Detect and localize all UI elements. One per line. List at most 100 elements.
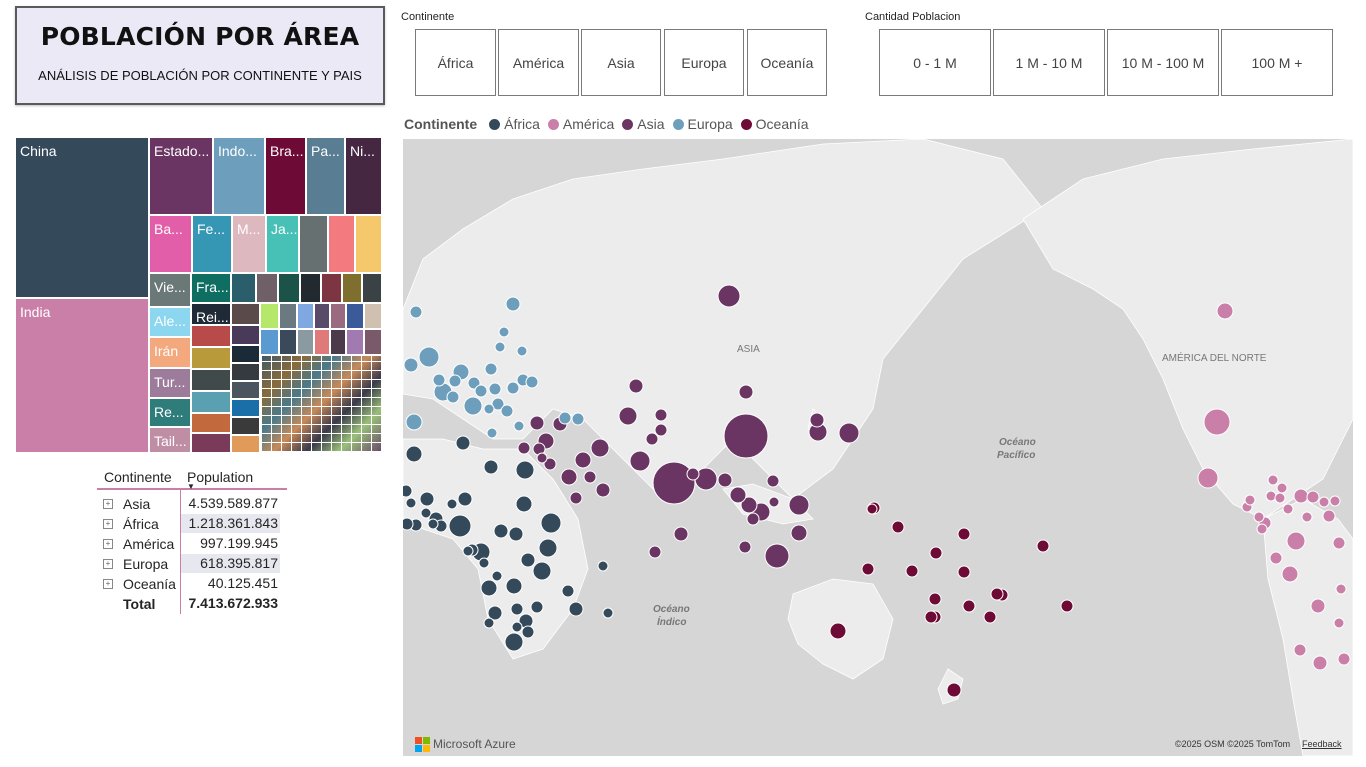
slicer-option-100m-plus[interactable]: 100 M + (1221, 29, 1333, 96)
treemap-tile[interactable] (260, 329, 279, 355)
map-bubble[interactable] (405, 497, 417, 509)
treemap-tile[interactable] (321, 273, 342, 303)
map-bubble[interactable] (645, 432, 659, 446)
map-bubble[interactable] (571, 412, 585, 426)
map-bubble[interactable] (1335, 583, 1347, 595)
map-bubble[interactable] (505, 296, 521, 312)
map-bubble[interactable] (928, 592, 942, 606)
map-bubble[interactable] (488, 382, 502, 396)
treemap-tile[interactable] (362, 273, 382, 303)
map-bubble[interactable] (529, 415, 545, 431)
map-bubble[interactable] (983, 610, 997, 624)
slicer-option-europa[interactable]: Europa (664, 29, 744, 96)
map-bubble[interactable] (746, 512, 760, 526)
map-bubble[interactable] (1267, 474, 1279, 486)
map-bubble[interactable] (516, 345, 528, 357)
treemap-tile[interactable] (278, 273, 300, 303)
legend-item-europa[interactable]: Europa (687, 116, 733, 132)
map-bubble[interactable] (1269, 551, 1283, 565)
map-bubble[interactable] (905, 564, 919, 578)
treemap-tile[interactable] (330, 303, 346, 329)
treemap-tile[interactable] (191, 433, 231, 453)
treemap-tile-indonesia[interactable]: Indo... (213, 137, 265, 215)
map-bubble[interactable] (1301, 511, 1313, 523)
slicer-option-10m-100m[interactable]: 10 M - 100 M (1107, 29, 1219, 96)
treemap-tile-republica[interactable]: Re... (149, 398, 191, 427)
treemap-tile[interactable] (300, 273, 321, 303)
map-bubble[interactable] (595, 482, 611, 498)
map-bubble[interactable] (419, 491, 435, 507)
map-bubble[interactable] (686, 467, 700, 481)
map-bubble[interactable] (420, 507, 432, 519)
treemap-tile[interactable] (342, 273, 362, 303)
map-bubble[interactable] (491, 570, 503, 582)
map-bubble[interactable] (483, 403, 495, 415)
map-bubble[interactable] (515, 460, 535, 480)
map-bubble[interactable] (729, 486, 747, 504)
treemap-tile[interactable] (231, 417, 260, 435)
treemap-tile[interactable] (191, 369, 231, 391)
map-bubble[interactable] (525, 375, 539, 389)
map-bubble[interactable] (505, 577, 523, 595)
treemap-tile[interactable] (346, 329, 364, 355)
treemap-tile-mexico[interactable]: M... (232, 215, 266, 273)
map-bubble[interactable] (929, 546, 943, 560)
treemap-tile[interactable] (231, 363, 260, 381)
map-bubble[interactable] (648, 545, 662, 559)
map-bubble[interactable] (520, 552, 536, 568)
map-bubble[interactable] (508, 526, 524, 542)
map-bubble[interactable] (457, 491, 473, 507)
treemap-tile[interactable] (355, 215, 382, 273)
map-bubble[interactable] (532, 561, 552, 581)
treemap-tile[interactable] (231, 381, 260, 399)
map-bubble[interactable] (480, 579, 498, 597)
map-bubble[interactable] (1333, 617, 1345, 629)
map-bubble[interactable] (1318, 496, 1330, 508)
map-bubble[interactable] (543, 457, 557, 471)
treemap-tile-india[interactable]: India (15, 298, 149, 453)
map-bubble[interactable] (483, 617, 495, 629)
map-bubble[interactable] (448, 374, 462, 388)
map-bubble[interactable] (405, 413, 423, 431)
treemap-tile-vietnam[interactable]: Vie... (149, 273, 191, 307)
map-bubble[interactable] (568, 601, 584, 617)
slicer-option-oceania[interactable]: Oceanía (747, 29, 827, 96)
map-bubble[interactable] (409, 305, 423, 319)
map-bubble[interactable] (1265, 490, 1277, 502)
map-bubble[interactable] (628, 378, 644, 394)
treemap-tile[interactable] (231, 325, 260, 345)
map-bubble[interactable] (540, 512, 562, 534)
treemap-tile-pakistan[interactable]: Pa... (306, 137, 345, 215)
map-bubble[interactable] (829, 622, 847, 640)
map-bubble[interactable] (536, 452, 548, 464)
map-bubble[interactable] (1060, 599, 1074, 613)
treemap-tile[interactable] (330, 329, 346, 355)
map-bubble[interactable] (738, 540, 752, 554)
treemap-tile-brasil[interactable]: Bra... (265, 137, 306, 215)
map-bubble[interactable] (463, 396, 483, 416)
map-bubble[interactable] (538, 538, 558, 558)
map-bubble[interactable] (602, 607, 614, 619)
map-bubble[interactable] (946, 682, 962, 698)
map-bubble[interactable] (1036, 539, 1050, 553)
map-bubble-china[interactable] (723, 413, 769, 459)
map-bubble[interactable] (957, 527, 971, 541)
map-bubble-india[interactable] (652, 461, 696, 505)
treemap-tile-turquia[interactable]: Tur... (149, 368, 191, 398)
map-bubble[interactable] (1329, 495, 1341, 507)
map-bubble[interactable] (838, 422, 860, 444)
map-bubble[interactable] (790, 524, 808, 542)
treemap-tile-japon[interactable]: Ja... (266, 215, 299, 273)
treemap-tile[interactable] (231, 399, 260, 417)
treemap-tile[interactable] (260, 303, 279, 329)
treemap-tile[interactable] (191, 413, 231, 433)
legend-item-asia[interactable]: Asia (637, 116, 665, 132)
expand-icon[interactable]: + (103, 499, 113, 509)
map-bubble[interactable] (504, 632, 524, 652)
map-bubble[interactable] (1282, 503, 1294, 515)
map-bubble[interactable] (924, 610, 938, 624)
map-bubble[interactable] (1197, 467, 1219, 489)
treemap-tile[interactable] (364, 303, 382, 329)
treemap-tile-estados-unidos[interactable]: Estado... (149, 137, 213, 215)
expand-icon[interactable]: + (103, 539, 113, 549)
